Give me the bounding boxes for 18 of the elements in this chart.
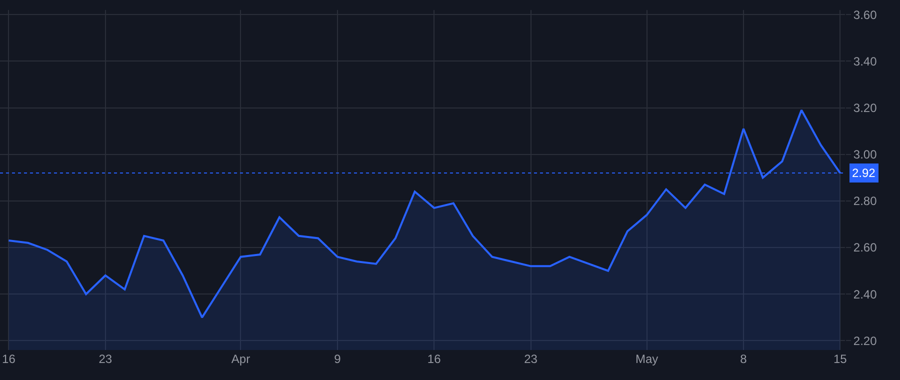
- y-tick-label: 2.20: [853, 334, 878, 348]
- x-tick-label: 23: [524, 352, 538, 366]
- x-tick-label: 23: [98, 352, 112, 366]
- y-tick-label: 2.40: [853, 287, 878, 302]
- y-tick-label: 2.80: [853, 194, 878, 208]
- y-tick-label: 3.40: [853, 54, 878, 68]
- x-tick-label: Apr: [231, 352, 250, 366]
- x-tick-label: 8: [740, 352, 748, 366]
- y-tick-label: 3.20: [853, 101, 878, 116]
- y-tick-label: 3.00: [853, 148, 878, 162]
- x-tick-label: May: [635, 352, 658, 366]
- x-tick-label: 9: [334, 352, 342, 366]
- x-tick-label: 16: [2, 352, 16, 366]
- y-tick-label: 3.60: [853, 8, 878, 22]
- x-tick-label: 16: [427, 352, 442, 366]
- x-tick-label: 15: [833, 352, 848, 366]
- y-tick-label: 2.60: [853, 240, 878, 255]
- ref-line-label: 2.92: [852, 166, 876, 180]
